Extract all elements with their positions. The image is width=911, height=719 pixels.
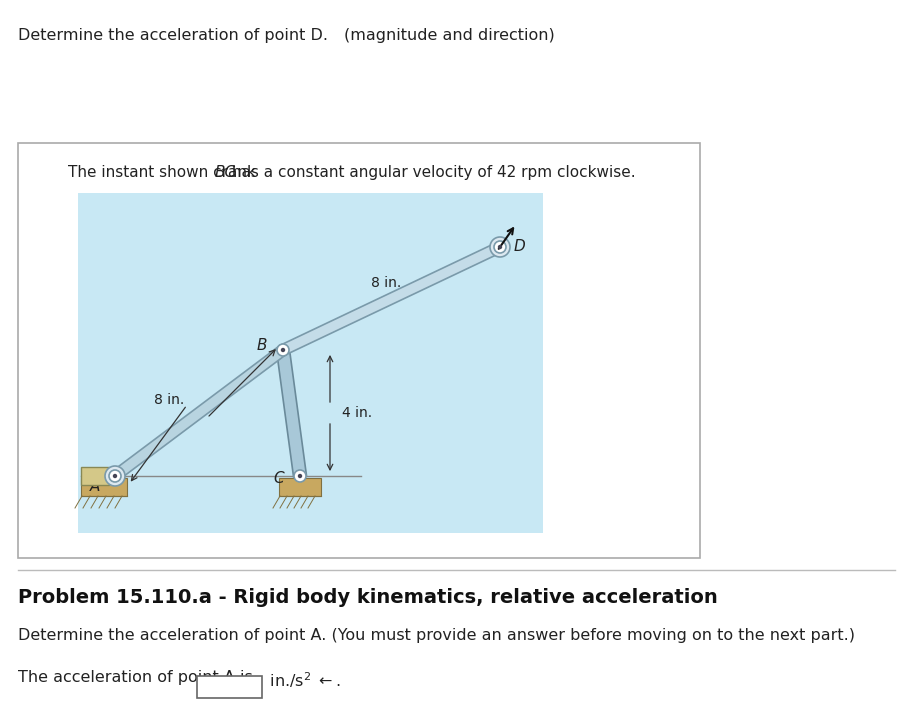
Circle shape xyxy=(489,237,509,257)
Bar xyxy=(81,478,127,496)
Text: 8 in.: 8 in. xyxy=(371,276,401,290)
Text: BC: BC xyxy=(214,165,235,180)
Text: The acceleration of point A is: The acceleration of point A is xyxy=(18,670,252,685)
Text: has a constant angular velocity of 42 rpm clockwise.: has a constant angular velocity of 42 rp… xyxy=(227,165,635,180)
Bar xyxy=(18,143,700,558)
Text: The instant shown crank: The instant shown crank xyxy=(68,165,261,180)
Polygon shape xyxy=(281,242,502,355)
Circle shape xyxy=(494,241,506,253)
Text: Determine the acceleration of point D. (magnitude and direction): Determine the acceleration of point D. (… xyxy=(18,28,554,43)
Circle shape xyxy=(293,470,306,482)
Text: A: A xyxy=(89,479,100,494)
Bar xyxy=(78,193,542,533)
Circle shape xyxy=(277,344,289,356)
Text: Determine the acceleration of point A. (You must provide an answer before moving: Determine the acceleration of point A. (… xyxy=(18,628,855,643)
Circle shape xyxy=(109,470,121,482)
Bar xyxy=(197,676,261,698)
Bar xyxy=(81,467,109,485)
Text: $\,$in./s$^2$ $\leftarrow$.: $\,$in./s$^2$ $\leftarrow$. xyxy=(267,670,341,690)
Circle shape xyxy=(281,348,285,352)
Text: B: B xyxy=(256,338,267,353)
Text: 8 in.: 8 in. xyxy=(154,393,184,407)
Circle shape xyxy=(105,466,125,486)
Text: D: D xyxy=(514,239,525,255)
Text: 4 in.: 4 in. xyxy=(342,406,372,420)
Text: Problem 15.110.a - Rigid body kinematics, relative acceleration: Problem 15.110.a - Rigid body kinematics… xyxy=(18,588,717,607)
Polygon shape xyxy=(111,346,286,480)
Circle shape xyxy=(298,474,302,478)
Circle shape xyxy=(113,474,118,478)
Circle shape xyxy=(497,244,502,249)
Text: C: C xyxy=(273,471,283,486)
Polygon shape xyxy=(276,349,306,477)
Bar xyxy=(279,478,321,496)
